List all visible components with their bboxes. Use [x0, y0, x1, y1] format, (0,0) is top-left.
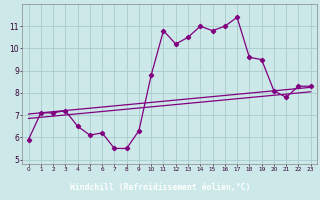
Text: Windchill (Refroidissement éolien,°C): Windchill (Refroidissement éolien,°C) — [70, 183, 250, 192]
